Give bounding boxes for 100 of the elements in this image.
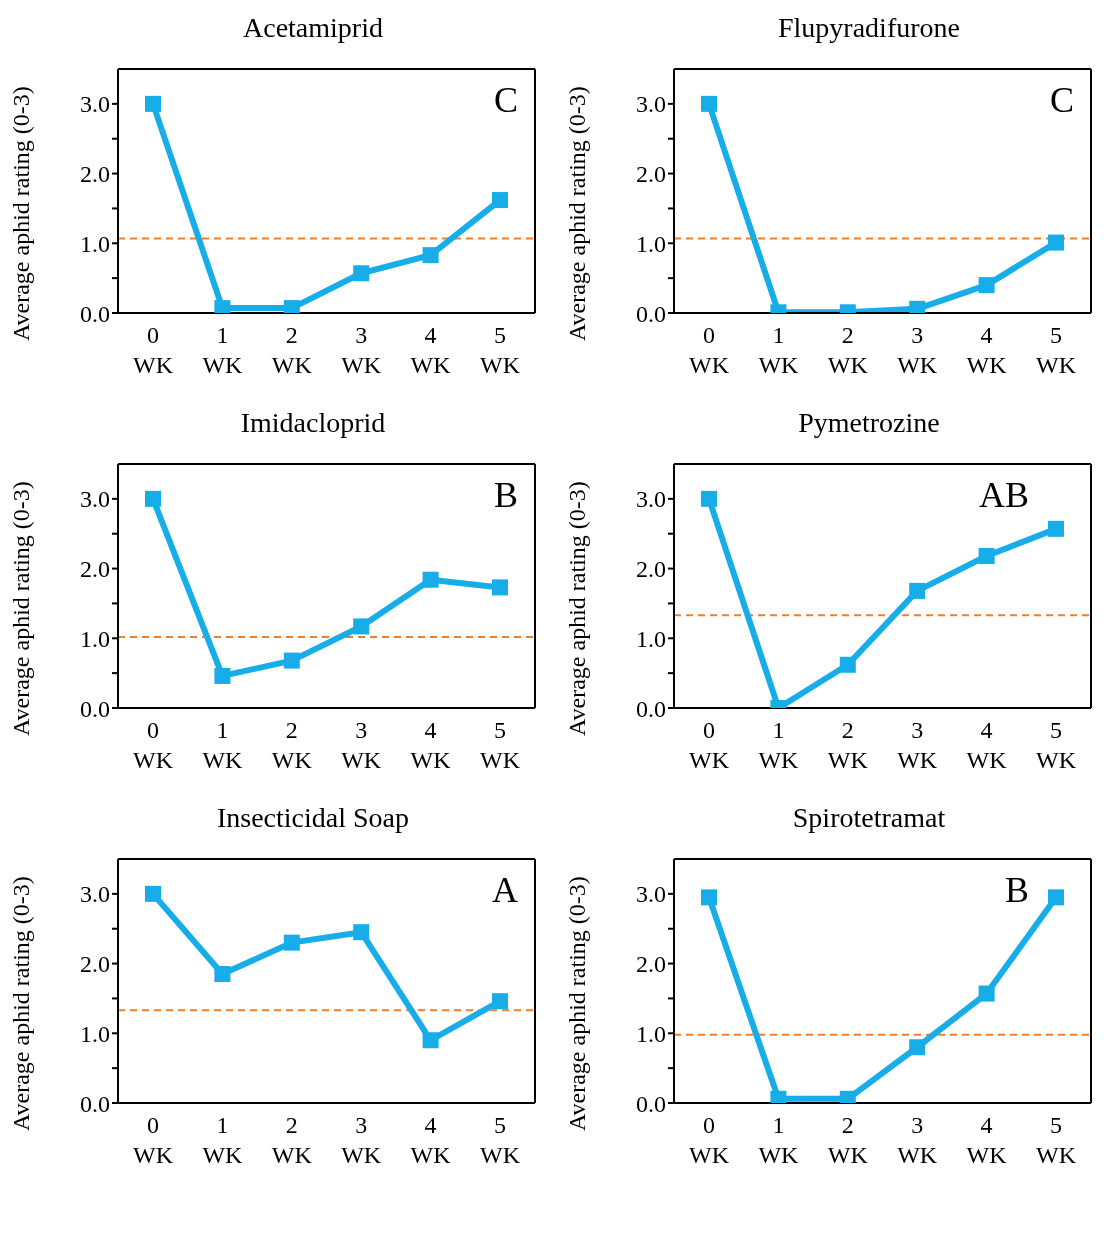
x-tick-label: 3 WK (341, 322, 382, 378)
chart-title: Insecticidal Soap (215, 801, 411, 835)
annotation: C (1049, 80, 1074, 120)
point (839, 656, 856, 673)
x-tick-label: 1 WK (202, 717, 244, 773)
y-tick-label: 2.0 (636, 556, 666, 583)
y-tick-label: 3.0 (636, 881, 666, 908)
x-tick-label: 1 WK (758, 322, 800, 378)
x-tick-label: 4 WK (410, 1112, 452, 1168)
annotation: B (493, 475, 518, 515)
y-tick-label: 1.0 (636, 1020, 666, 1047)
x-tick-label: 0 WK (133, 1112, 174, 1168)
x-tick-label: 3 WK (897, 1112, 938, 1168)
x-tick-label: 2 WK (271, 322, 313, 378)
y-axis-title: Average aphid rating (0-3) (7, 86, 34, 341)
x-tick-label: 4 WK (966, 322, 1008, 378)
x-tick-label: 4 WK (410, 717, 452, 773)
point (214, 667, 231, 684)
chart-title: Imidacloprid (239, 406, 387, 440)
x-tick-label: 2 WK (271, 1112, 313, 1168)
x-tick-label: 5 WK (480, 322, 521, 378)
y-tick-label: 1.0 (80, 230, 110, 257)
point (492, 192, 508, 209)
x-tick-label: 5 WK (1036, 717, 1077, 773)
y-axis-title: Average aphid rating (0-3) (7, 876, 34, 1131)
point (492, 993, 508, 1010)
y-tick-label: 3.0 (636, 91, 666, 118)
point (283, 934, 300, 951)
point (145, 95, 161, 112)
point (1048, 520, 1064, 537)
point (145, 885, 161, 902)
y-tick-label: 0.0 (636, 695, 666, 722)
annotation: A (492, 870, 518, 910)
point (353, 265, 370, 282)
y-tick-label: 0.0 (80, 300, 110, 327)
x-tick-label: 1 WK (758, 1112, 800, 1168)
y-tick-label: 3.0 (80, 486, 110, 513)
y-tick-label: 1.0 (636, 625, 666, 652)
annotation: AB (978, 475, 1029, 515)
point (1048, 234, 1064, 251)
chart-title: Flupyradifurone (777, 11, 961, 45)
point (422, 571, 439, 588)
y-axis-title: Average aphid rating (0-3) (563, 481, 590, 736)
point (283, 652, 300, 669)
point (978, 548, 995, 565)
chart-title: Pymetrozine (797, 406, 941, 440)
x-tick-label: 5 WK (480, 1112, 521, 1168)
point (978, 985, 995, 1002)
y-tick-label: 0.0 (636, 300, 666, 327)
point (909, 582, 926, 599)
point (353, 618, 370, 635)
annotation: C (493, 80, 518, 120)
point (701, 95, 717, 112)
x-tick-label: 2 WK (827, 717, 869, 773)
x-tick-label: 2 WK (827, 1112, 869, 1168)
y-tick-label: 2.0 (80, 556, 110, 583)
point (909, 1039, 926, 1056)
y-tick-label: 3.0 (636, 486, 666, 513)
x-tick-label: 0 WK (689, 322, 730, 378)
x-tick-label: 3 WK (897, 717, 938, 773)
y-axis-title: Average aphid rating (0-3) (563, 86, 590, 341)
x-tick-label: 5 WK (480, 717, 521, 773)
point (1048, 889, 1064, 906)
y-tick-label: 1.0 (636, 230, 666, 257)
chart-title: Spirotetramat (791, 801, 947, 835)
point (353, 924, 370, 941)
y-axis-title: Average aphid rating (0-3) (563, 876, 590, 1131)
x-tick-label: 0 WK (133, 322, 174, 378)
annotation: B (1004, 870, 1029, 910)
x-tick-label: 0 WK (689, 717, 730, 773)
x-tick-label: 4 WK (410, 322, 452, 378)
point (492, 579, 508, 596)
x-tick-label: 2 WK (271, 717, 313, 773)
x-tick-label: 5 WK (1036, 1112, 1077, 1168)
point (214, 966, 231, 983)
x-tick-label: 3 WK (897, 322, 938, 378)
x-tick-label: 0 WK (133, 717, 174, 773)
y-tick-label: 1.0 (80, 625, 110, 652)
x-tick-label: 4 WK (966, 717, 1008, 773)
x-tick-label: 2 WK (827, 322, 869, 378)
x-tick-label: 4 WK (966, 1112, 1008, 1168)
y-axis-title: Average aphid rating (0-3) (7, 481, 34, 736)
y-tick-label: 1.0 (80, 1020, 110, 1047)
y-tick-label: 2.0 (80, 951, 110, 978)
point (422, 247, 439, 264)
point (422, 1032, 439, 1049)
x-tick-label: 0 WK (689, 1112, 730, 1168)
x-tick-label: 3 WK (341, 1112, 382, 1168)
x-tick-label: 3 WK (341, 717, 382, 773)
chart-title: Acetamiprid (242, 11, 384, 45)
x-tick-label: 1 WK (202, 1112, 244, 1168)
y-tick-label: 3.0 (80, 91, 110, 118)
y-tick-label: 2.0 (80, 161, 110, 188)
y-tick-label: 2.0 (636, 951, 666, 978)
y-tick-label: 2.0 (636, 161, 666, 188)
x-tick-label: 1 WK (758, 717, 800, 773)
y-tick-label: 0.0 (80, 695, 110, 722)
point (701, 490, 717, 507)
x-tick-label: 1 WK (202, 322, 244, 378)
point (701, 889, 717, 906)
